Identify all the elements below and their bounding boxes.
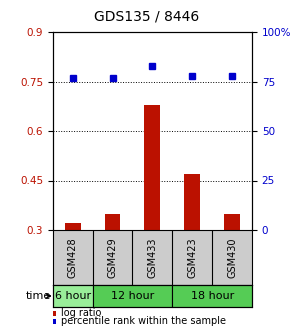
Bar	[144, 105, 160, 230]
Text: percentile rank within the sample: percentile rank within the sample	[61, 317, 226, 326]
Bar	[65, 223, 81, 230]
Text: GSM429: GSM429	[108, 237, 117, 278]
Text: GSM423: GSM423	[187, 237, 197, 278]
Text: GSM430: GSM430	[227, 237, 237, 278]
Text: 12 hour: 12 hour	[111, 291, 154, 301]
Text: time: time	[25, 291, 51, 301]
Bar	[93, 285, 172, 307]
Text: GSM433: GSM433	[147, 237, 157, 278]
Text: 6 hour: 6 hour	[54, 291, 91, 301]
Bar	[53, 285, 93, 307]
Text: GSM428: GSM428	[68, 237, 78, 278]
Bar	[224, 214, 240, 230]
Bar	[184, 174, 200, 230]
Bar	[105, 214, 120, 230]
Text: log ratio: log ratio	[61, 308, 101, 318]
Text: GDS135 / 8446: GDS135 / 8446	[94, 9, 199, 23]
Text: 18 hour: 18 hour	[190, 291, 234, 301]
Bar	[172, 285, 252, 307]
